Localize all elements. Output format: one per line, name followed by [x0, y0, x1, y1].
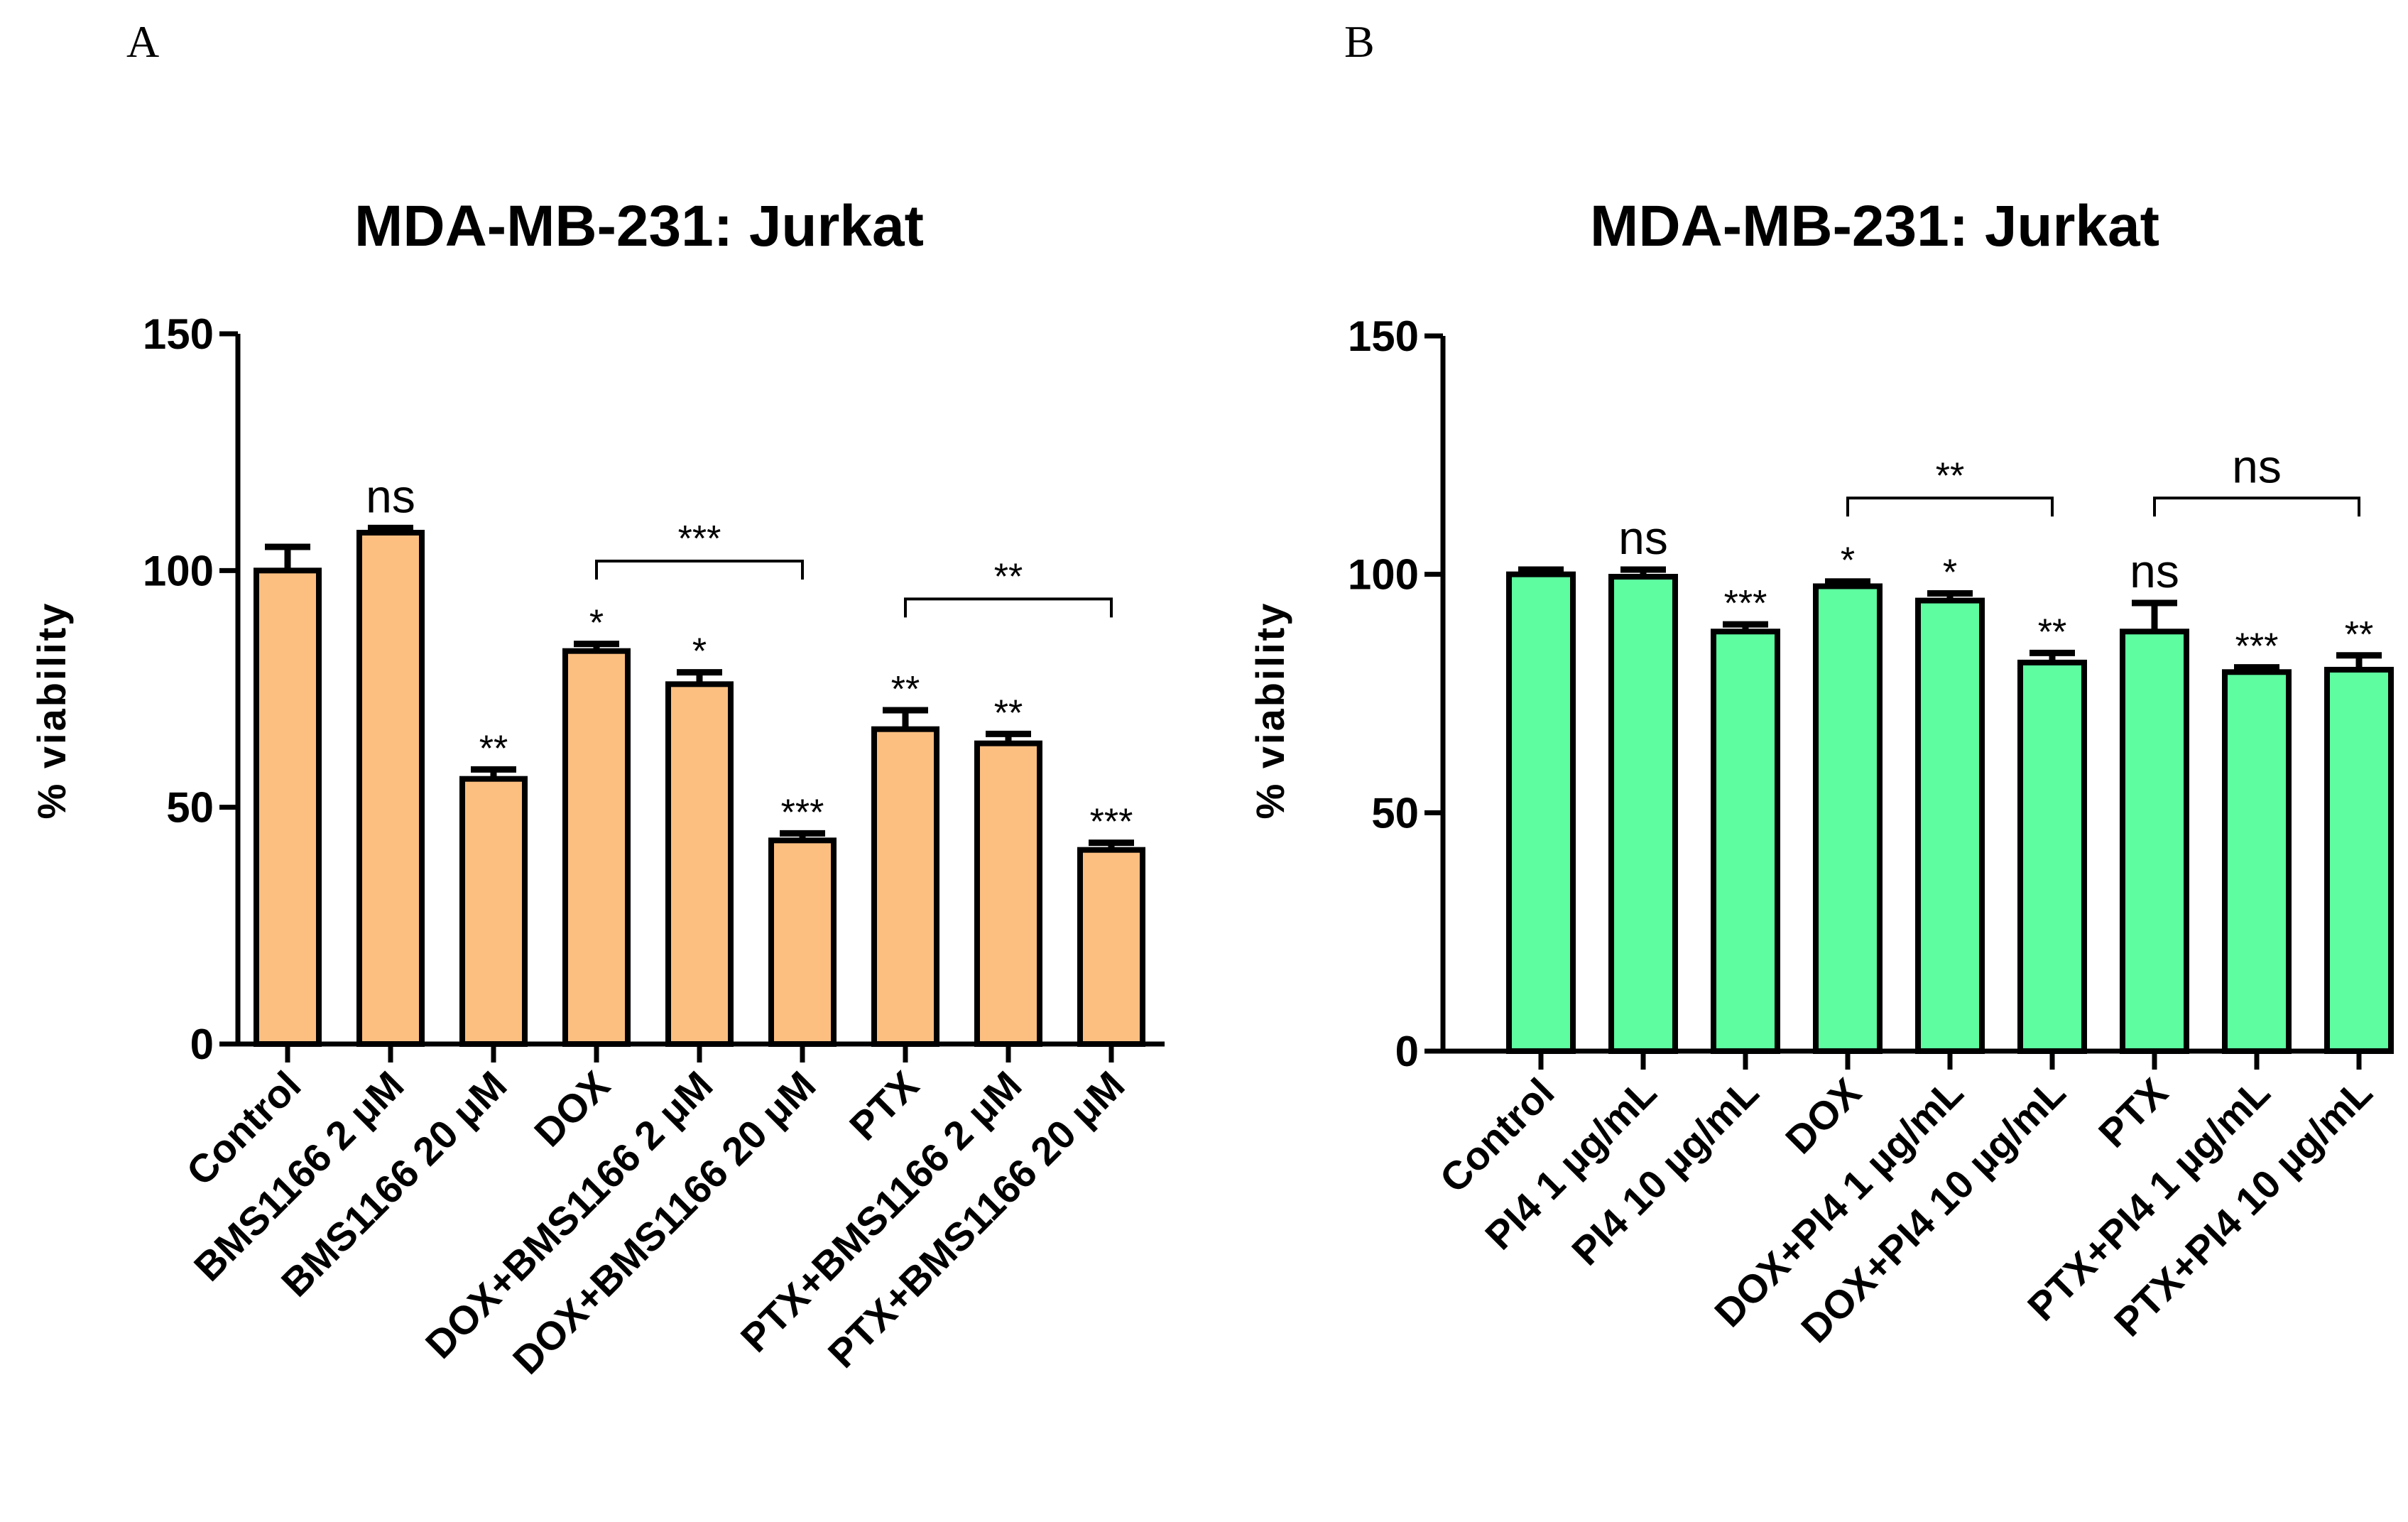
bar-a [665, 681, 734, 1047]
bar-b [2222, 669, 2292, 1054]
significance-label-b: ** [2038, 611, 2066, 653]
significance-label-a: ** [479, 728, 508, 769]
significance-label-a: *** [781, 792, 824, 833]
y-axis-label-a: % viability [29, 602, 74, 820]
bar-a [562, 648, 631, 1047]
y-tick-label-b: 150 [1348, 312, 1419, 360]
significance-label-a: ** [891, 669, 920, 710]
y-tick-label-a: 150 [143, 310, 214, 358]
x-tick-label-b: PTX [2090, 1070, 2177, 1156]
significance-label-b: ** [2345, 614, 2373, 656]
y-tick-label-a: 100 [143, 547, 214, 594]
significance-label-b: *** [2235, 626, 2279, 668]
significance-label-b: *** [1724, 583, 1767, 624]
bar-b [1711, 629, 1780, 1054]
y-axis-label-b: % viability [1248, 602, 1292, 820]
significance-label-a: * [589, 603, 604, 644]
significance-label-b: * [1943, 553, 1957, 594]
bracket-label-b: ns [2232, 440, 2282, 492]
y-tick-label-a: 0 [190, 1021, 214, 1068]
x-tick-label-b: DOX [1777, 1070, 1869, 1162]
x-tick-label-a: DOX [525, 1062, 618, 1155]
chart-title-b: MDA-MB-231: Jurkat [1590, 194, 2159, 259]
significance-label-b: * [1841, 540, 1855, 582]
significance-label-b: ns [2130, 545, 2179, 597]
bar-a [254, 567, 322, 1047]
bar-b [1813, 583, 1883, 1054]
bracket-label-a: ** [994, 556, 1023, 597]
bar-b [1506, 571, 1576, 1054]
bar-a [356, 530, 425, 1047]
bar-b [2120, 629, 2189, 1054]
bar-a [459, 776, 528, 1047]
bar-b [1608, 574, 1678, 1054]
bracket-label-a: *** [678, 518, 721, 560]
y-tick-label-b: 50 [1371, 789, 1419, 837]
chart-title-a: MDA-MB-231: Jurkat [354, 194, 924, 259]
comparison-bracket-b [2153, 496, 2360, 517]
panel-label-a: A [126, 16, 159, 67]
y-tick-label-b: 0 [1395, 1028, 1419, 1075]
bar-a [974, 740, 1042, 1047]
bar-a [871, 726, 939, 1047]
bar-a [768, 837, 837, 1048]
comparison-bracket-b [1846, 496, 2054, 517]
bar-b [2324, 666, 2394, 1054]
x-tick-label-a: PTX [841, 1062, 927, 1149]
bar-a [1077, 847, 1145, 1047]
significance-label-a: ns [366, 469, 415, 522]
bar-b [2017, 659, 2087, 1054]
comparison-bracket-a [595, 560, 804, 580]
significance-label-a: ** [994, 692, 1023, 734]
significance-label-a: * [692, 631, 707, 673]
bracket-label-b: ** [1936, 455, 1964, 496]
panel-label-b: B [1344, 16, 1375, 67]
y-tick-label-b: 100 [1348, 551, 1419, 599]
comparison-bracket-a [904, 597, 1113, 618]
bar-b [1915, 597, 1985, 1054]
significance-label-b: ns [1618, 511, 1668, 564]
significance-label-a: *** [1090, 802, 1133, 843]
y-tick-label-a: 50 [166, 784, 214, 832]
